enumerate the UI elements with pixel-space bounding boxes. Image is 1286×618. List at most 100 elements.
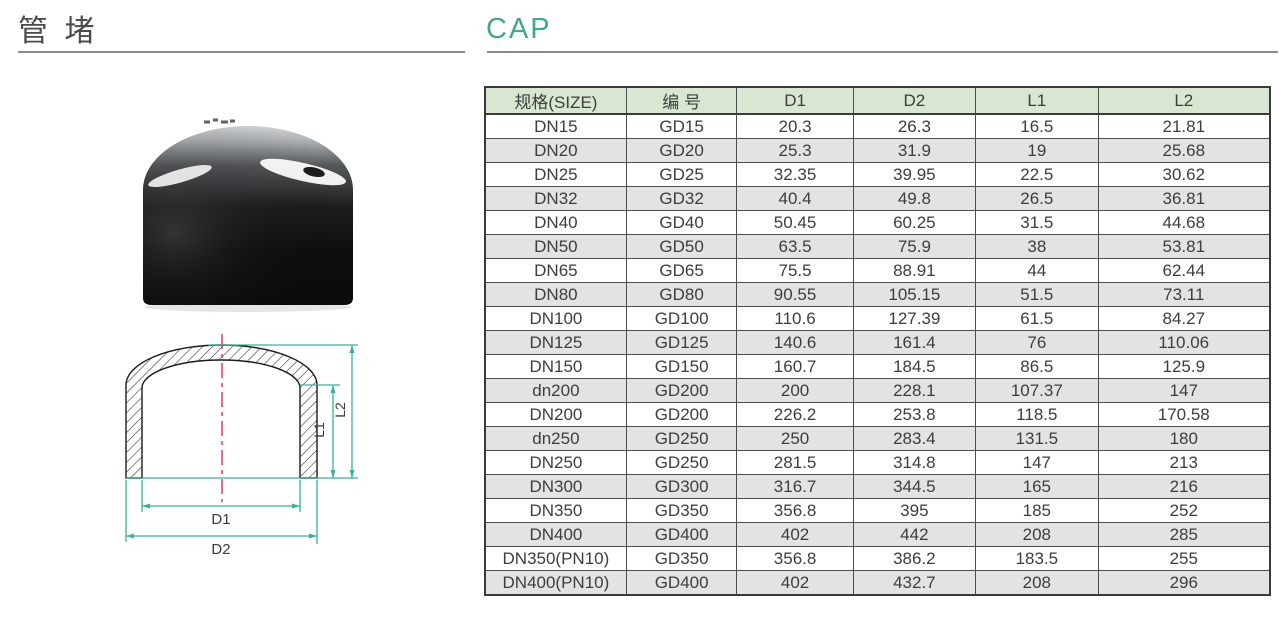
table-cell: 40.4 [736,186,854,211]
table-cell: GD250 [625,450,738,475]
table-cell: 32.35 [736,162,854,187]
table-cell: 432.7 [852,570,977,596]
table-cell: 180 [1097,426,1271,451]
table-cell: 22.5 [975,162,1099,187]
table-cell: 281.5 [736,450,854,475]
column-header: L2 [1097,86,1271,115]
dimension-arrowheads [126,345,355,539]
table-cell: DN25 [484,162,627,187]
table-cell: DN65 [484,258,627,283]
table-cell: GD40 [625,210,738,235]
table-cell: 395 [852,498,977,523]
table-cell: 26.3 [852,113,977,139]
table-cell: 252 [1097,498,1271,523]
table-cell: 16.5 [975,113,1099,139]
table-cell: DN15 [484,113,627,139]
table-cell: 140.6 [736,330,854,355]
table-cell: 283.4 [852,426,977,451]
table-cell: GD65 [625,258,738,283]
dimension-lines [125,344,358,544]
table-cell: 110.6 [736,306,854,331]
cap-glint-right-notch [303,166,325,178]
table-cell: 165 [975,474,1099,499]
table-cell: DN200 [484,402,627,427]
table-cell: GD50 [625,234,738,259]
table-cell: GD20 [625,138,738,163]
table-cell: 19 [975,138,1099,163]
table-cell: 316.7 [736,474,854,499]
table-cell: 30.62 [1097,162,1271,187]
table-cell: 88.91 [852,258,977,283]
dim-label-d1: D1 [211,511,230,528]
table-cell: 200 [736,378,854,403]
table-cell: GD100 [625,306,738,331]
table-cell: 208 [975,522,1099,547]
table-cell: 25.3 [736,138,854,163]
table-cell: 84.27 [1097,306,1271,331]
table-cell: DN40 [484,210,627,235]
table-cell: DN300 [484,474,627,499]
table-cell: GD300 [625,474,738,499]
table-cell: 255 [1097,546,1271,571]
table-cell: 90.55 [736,282,854,307]
table-cell: DN150 [484,354,627,379]
table-cell: GD350 [625,546,738,571]
table-cell: 38 [975,234,1099,259]
table-cell: 344.5 [852,474,977,499]
table-row: DN15 GD15 20.3 26.3 16.5 21.81 [484,113,1271,139]
table-row: DN32 GD32 40.4 49.8 26.5 36.81 [484,186,1271,211]
table-cell: 36.81 [1097,186,1271,211]
table-row: DN300 GD300 316.7 344.5 165 216 [484,474,1271,499]
table-cell: 314.8 [852,450,977,475]
table-cell: 127.39 [852,306,977,331]
title-rule-left [18,51,465,53]
table-cell: 60.25 [852,210,977,235]
table-cell: GD125 [625,330,738,355]
table-cell: 402 [736,522,854,547]
table-cell: 51.5 [975,282,1099,307]
table-cell: 442 [852,522,977,547]
table-cell: 228.1 [852,378,977,403]
table-cell: DN80 [484,282,627,307]
table-cell: 170.58 [1097,402,1271,427]
table-cell: 125.9 [1097,354,1271,379]
table-cell: 250 [736,426,854,451]
table-cell: 213 [1097,450,1271,475]
dim-label-l1: L1 [311,422,327,438]
table-cell: 20.3 [736,113,854,139]
dim-label-l2: L2 [332,402,348,418]
table-cell: 216 [1097,474,1271,499]
table-cell: DN350(PN10) [484,546,627,571]
table-cell: DN250 [484,450,627,475]
dim-label-d2: D2 [211,541,230,558]
table-row: DN250 GD250 281.5 314.8 147 213 [484,450,1271,475]
table-cell: DN125 [484,330,627,355]
cap-wall-section [125,344,318,479]
spec-table-body: DN15 GD15 20.3 26.3 16.5 21.81 DN20 GD20 25.3 31.… [484,113,1271,596]
table-cell: 50.45 [736,210,854,235]
table-cell: 44.68 [1097,210,1271,235]
table-row: dn200 GD200 200 228.1 107.37 147 [484,378,1271,403]
table-cell: 184.5 [852,354,977,379]
table-cell: dn250 [484,426,627,451]
table-cell: 183.5 [975,546,1099,571]
table-cell: 63.5 [736,234,854,259]
table-cell: 185 [975,498,1099,523]
table-cell: 160.7 [736,354,854,379]
table-cell: 131.5 [975,426,1099,451]
table-row: dn250 GD250 250 283.4 131.5 180 [484,426,1271,451]
table-row: DN65 GD65 75.5 88.91 44 62.44 [484,258,1271,283]
column-header: 规格(SIZE) [484,86,627,115]
table-cell: GD400 [625,570,738,596]
table-cell: GD80 [625,282,738,307]
table-cell: 49.8 [852,186,977,211]
table-cell: 73.11 [1097,282,1271,307]
table-cell: DN32 [484,186,627,211]
table-cell: GD200 [625,378,738,403]
table-cell: 53.81 [1097,234,1271,259]
table-row: DN100 GD100 110.6 127.39 61.5 84.27 [484,306,1271,331]
table-cell: GD32 [625,186,738,211]
table-cell: 25.68 [1097,138,1271,163]
table-cell: GD15 [625,113,738,139]
column-header: D1 [736,86,854,115]
